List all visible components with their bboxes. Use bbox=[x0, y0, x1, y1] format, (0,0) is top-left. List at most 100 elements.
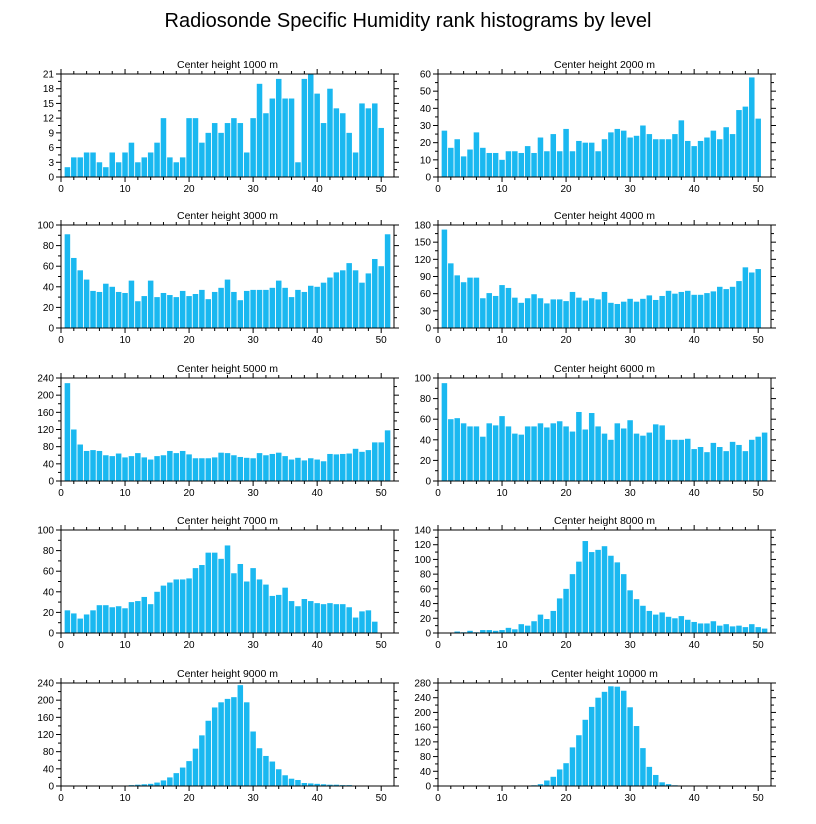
bar bbox=[755, 118, 761, 177]
x-tick-label: 10 bbox=[496, 793, 508, 804]
chart-panel-3: Center height 3000 m 0 10 20 30 40 50 0 20 40 60 80… bbox=[37, 210, 399, 346]
bar bbox=[218, 287, 224, 328]
x-tick-label: 40 bbox=[312, 184, 324, 195]
x-tick-label: 30 bbox=[625, 488, 637, 499]
bar bbox=[154, 297, 160, 328]
bar bbox=[122, 608, 128, 633]
bar bbox=[365, 108, 372, 177]
bar bbox=[192, 458, 199, 481]
bar bbox=[723, 451, 729, 481]
bar bbox=[563, 128, 569, 177]
bar bbox=[524, 298, 531, 328]
x-tick-label: 20 bbox=[184, 640, 196, 651]
bar bbox=[237, 563, 244, 633]
bar bbox=[691, 146, 697, 177]
bar bbox=[199, 142, 205, 177]
bar bbox=[595, 426, 601, 481]
y-tick-label: 30 bbox=[420, 306, 432, 317]
bar bbox=[77, 270, 83, 328]
bar bbox=[544, 303, 550, 328]
bar bbox=[192, 118, 199, 177]
bar bbox=[320, 784, 327, 786]
bar bbox=[263, 113, 269, 177]
y-tick-label: 40 bbox=[420, 435, 432, 446]
bar bbox=[308, 285, 314, 328]
bar bbox=[512, 151, 518, 177]
bar bbox=[301, 78, 308, 177]
bar bbox=[659, 425, 665, 481]
x-tick-label: 30 bbox=[625, 184, 637, 195]
bar bbox=[480, 298, 486, 328]
x-tick-label: 40 bbox=[312, 335, 324, 346]
chart-title: Center height 8000 m bbox=[554, 515, 655, 527]
bar bbox=[211, 707, 218, 786]
bar bbox=[672, 439, 678, 481]
bar bbox=[269, 595, 276, 633]
bar bbox=[231, 455, 237, 481]
bar bbox=[614, 562, 621, 633]
bar bbox=[486, 293, 492, 328]
bar bbox=[697, 140, 704, 177]
y-tick-label: 0 bbox=[48, 629, 54, 640]
bar bbox=[237, 685, 244, 786]
bar bbox=[582, 300, 589, 328]
bar bbox=[327, 453, 333, 481]
bar bbox=[122, 292, 128, 328]
bar bbox=[83, 450, 90, 481]
x-tick-label: 0 bbox=[435, 184, 441, 195]
bar bbox=[340, 604, 346, 633]
bar bbox=[115, 291, 122, 328]
bar bbox=[71, 257, 77, 328]
bar bbox=[697, 623, 704, 633]
bar bbox=[314, 93, 320, 177]
x-tick-label: 30 bbox=[625, 793, 637, 804]
bar bbox=[531, 621, 537, 633]
bar bbox=[282, 587, 288, 633]
chart-title: Center height 7000 m bbox=[177, 515, 278, 527]
bar bbox=[608, 686, 614, 786]
bar bbox=[83, 614, 90, 633]
bar bbox=[691, 621, 697, 633]
x-tick-label: 10 bbox=[119, 184, 131, 195]
bar bbox=[563, 426, 569, 481]
bar bbox=[128, 142, 135, 177]
y-tick-label: 120 bbox=[37, 730, 54, 741]
bar bbox=[179, 767, 186, 786]
bar bbox=[652, 139, 659, 177]
bar bbox=[550, 776, 557, 786]
bar bbox=[103, 283, 109, 328]
bar bbox=[736, 625, 742, 633]
bar bbox=[486, 423, 492, 481]
y-tick-label: 60 bbox=[420, 289, 432, 300]
bar bbox=[96, 450, 103, 481]
x-tick-label: 0 bbox=[58, 640, 64, 651]
bar bbox=[122, 152, 128, 177]
bar bbox=[640, 435, 646, 481]
bar bbox=[282, 287, 288, 328]
y-tick-label: 80 bbox=[43, 241, 55, 252]
y-tick-label: 100 bbox=[414, 374, 431, 385]
bar bbox=[582, 429, 589, 481]
y-tick-label: 240 bbox=[37, 679, 54, 690]
y-tick-label: 60 bbox=[420, 415, 432, 426]
bar bbox=[96, 605, 103, 633]
bar bbox=[256, 83, 263, 177]
chart-title: Center height 10000 m bbox=[551, 668, 658, 680]
bar bbox=[473, 277, 480, 328]
bar bbox=[96, 162, 103, 177]
bar bbox=[333, 604, 340, 633]
bar bbox=[186, 578, 192, 633]
y-tick-label: 0 bbox=[48, 324, 54, 335]
bar bbox=[384, 430, 391, 481]
y-tick-label: 80 bbox=[43, 546, 55, 557]
bar bbox=[569, 291, 576, 328]
bar bbox=[620, 690, 627, 786]
bar bbox=[295, 162, 301, 177]
bar bbox=[199, 565, 205, 633]
bar bbox=[620, 301, 627, 328]
bar bbox=[320, 461, 327, 481]
bar bbox=[205, 458, 212, 481]
bar bbox=[141, 784, 148, 786]
bar bbox=[550, 299, 557, 328]
x-tick-label: 50 bbox=[753, 488, 765, 499]
